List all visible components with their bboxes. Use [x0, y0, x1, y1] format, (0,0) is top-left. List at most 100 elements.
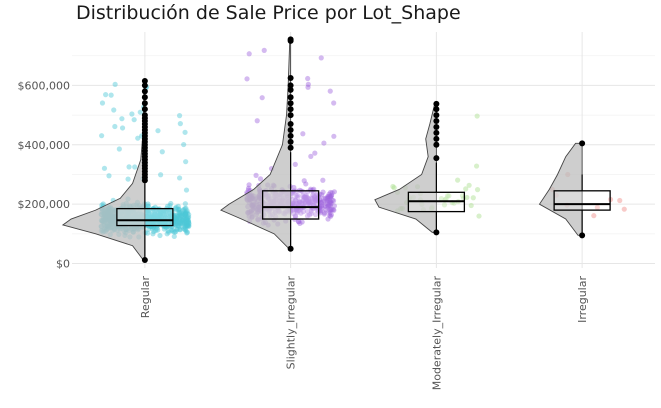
jitter-point [119, 116, 125, 122]
jitter-point [173, 216, 180, 222]
jitter-point [116, 146, 122, 152]
jitter-point [132, 164, 138, 170]
jitter-point [157, 213, 163, 219]
jitter-point [176, 209, 182, 215]
jitter-point [182, 129, 188, 135]
jitter-point [591, 213, 597, 219]
jitter-point [151, 214, 157, 220]
jitter-point [304, 197, 310, 204]
jitter-point [157, 212, 163, 218]
jitter-point [119, 125, 126, 131]
jitter-point [331, 133, 337, 139]
jitter-point [161, 226, 167, 232]
jitter-point [390, 183, 396, 190]
jitter-point [300, 209, 306, 215]
box-outlier [433, 155, 440, 162]
jitter-point [298, 210, 304, 216]
jitter-point [290, 190, 296, 196]
jitter-point [303, 194, 310, 201]
jitter-point [175, 203, 181, 209]
jitter-point [165, 220, 172, 226]
jitter-point [174, 217, 180, 223]
jitter-point [253, 172, 259, 178]
jitter-point [103, 92, 109, 98]
jitter-point [175, 214, 181, 220]
jitter-point [290, 201, 296, 207]
jitter-point [151, 214, 157, 221]
jitter-point [325, 203, 332, 209]
jitter-point [125, 176, 131, 182]
jitter-point [173, 229, 179, 235]
jitter-point [174, 227, 180, 233]
box-body [116, 207, 174, 227]
jitter-point [331, 100, 337, 106]
jitter-point [172, 221, 179, 227]
jitter-point [151, 211, 158, 217]
jitter-point [328, 212, 335, 218]
jitter-point [176, 223, 182, 229]
jitter-point [617, 197, 623, 204]
jitter-point [443, 196, 449, 202]
jitter-point [183, 216, 190, 222]
jitter-point [151, 219, 157, 226]
jitter-point [325, 197, 331, 204]
jitter-point [149, 213, 155, 220]
jitter-point [254, 118, 260, 124]
jitter-point [308, 208, 314, 214]
jitter-point [177, 218, 183, 224]
x-tick-label: Slightly_Irregular [285, 276, 298, 370]
jitter-point [152, 214, 159, 220]
jitter-point [185, 218, 192, 225]
jitter-point [289, 196, 296, 202]
box-outlier [287, 144, 294, 151]
box-outlier [433, 112, 440, 119]
jitter-point [474, 113, 480, 119]
jitter-point [291, 201, 297, 207]
jitter-point [327, 199, 334, 205]
jitter-point [245, 185, 252, 191]
jitter-point [173, 219, 179, 225]
box-outlier [287, 86, 294, 93]
jitter-point [309, 195, 315, 201]
jitter-point [178, 210, 184, 216]
jitter-point [301, 194, 307, 200]
jitter-point [292, 197, 299, 203]
box-outlier [287, 121, 294, 128]
jitter-point [183, 159, 189, 165]
jitter-point [99, 133, 105, 139]
jitter-point [331, 189, 337, 195]
jitter-point [152, 211, 158, 217]
jitter-point [320, 196, 326, 202]
jitter-point [112, 81, 118, 87]
jitter-point [149, 212, 155, 218]
box-min-point [579, 232, 586, 239]
jitter-point [167, 202, 173, 209]
box-outlier [433, 135, 440, 142]
jitter-point [157, 212, 163, 218]
jitter-point [177, 175, 183, 181]
box-outlier [287, 132, 294, 139]
jitter-point [307, 200, 313, 206]
jitter-point [296, 199, 303, 205]
jitter-point [144, 214, 150, 220]
y-tick-label: $200,000 [18, 198, 71, 211]
box-body [553, 190, 611, 211]
jitter-point [158, 210, 164, 217]
jitter-point [112, 123, 118, 130]
jitter-point [173, 216, 180, 222]
jitter-point [174, 212, 180, 218]
jitter-point [166, 214, 173, 221]
jitter-point [179, 216, 185, 223]
jitter-point [184, 222, 190, 228]
jitter-point [302, 199, 308, 205]
jitter-point [329, 192, 335, 198]
jitter-point [173, 215, 179, 221]
jitter-point [178, 217, 185, 223]
jitter-point [331, 203, 338, 209]
jitter-point [322, 203, 328, 209]
violin [220, 38, 292, 250]
jitter-point [324, 195, 330, 202]
box-outlier [141, 77, 148, 84]
jitter-point [305, 201, 311, 207]
